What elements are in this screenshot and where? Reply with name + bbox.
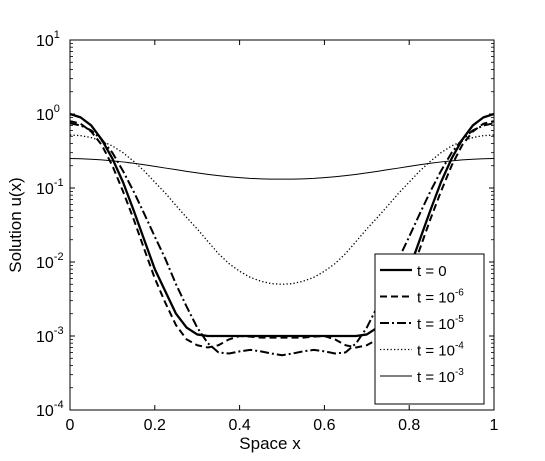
legend-label-0: t = 0 xyxy=(417,263,447,280)
y-tick-label-0: 101 xyxy=(36,29,60,50)
x-tick-label-5: 1 xyxy=(490,417,499,434)
plot-frame xyxy=(69,39,495,411)
y-tick-label-4: 10-3 xyxy=(36,325,64,346)
y-axis-label: Solution u(x) xyxy=(6,177,25,272)
legend-label-4: t = 10-3 xyxy=(417,367,464,386)
axis-ticks xyxy=(69,39,495,411)
x-tick-labels: 0 0.2 0.4 0.6 0.8 1 xyxy=(66,417,499,434)
y-tick-label-1: 100 xyxy=(36,103,60,124)
x-tick-label-2: 0.4 xyxy=(228,417,250,434)
legend-label-3: t = 10-4 xyxy=(417,341,464,360)
series-line-1 xyxy=(69,120,495,349)
x-tick-label-4: 0.8 xyxy=(398,417,420,434)
y-tick-label-3: 10-2 xyxy=(36,251,64,272)
x-tick-label-3: 0.6 xyxy=(313,417,335,434)
legend-label-2: t = 10-5 xyxy=(417,314,464,333)
series-line-0 xyxy=(69,112,495,338)
x-tick-label-1: 0.2 xyxy=(144,417,166,434)
y-tick-label-2: 10-1 xyxy=(36,177,64,198)
legend-label-1: t = 10-6 xyxy=(417,288,464,307)
legend: t = 0 t = 10-6 t = 10-5 t = 10-4 t = 10-3 xyxy=(374,253,485,405)
series-line-2 xyxy=(69,122,495,357)
legend-box xyxy=(374,253,485,405)
x-tick-label-0: 0 xyxy=(66,417,75,434)
series-line-4 xyxy=(69,158,495,180)
series-lines xyxy=(69,112,495,357)
y-tick-labels: 101 100 10-1 10-2 10-3 10-4 xyxy=(36,29,64,420)
y-tick-label-5: 10-4 xyxy=(36,399,64,420)
x-axis-label: Space x xyxy=(239,434,301,453)
